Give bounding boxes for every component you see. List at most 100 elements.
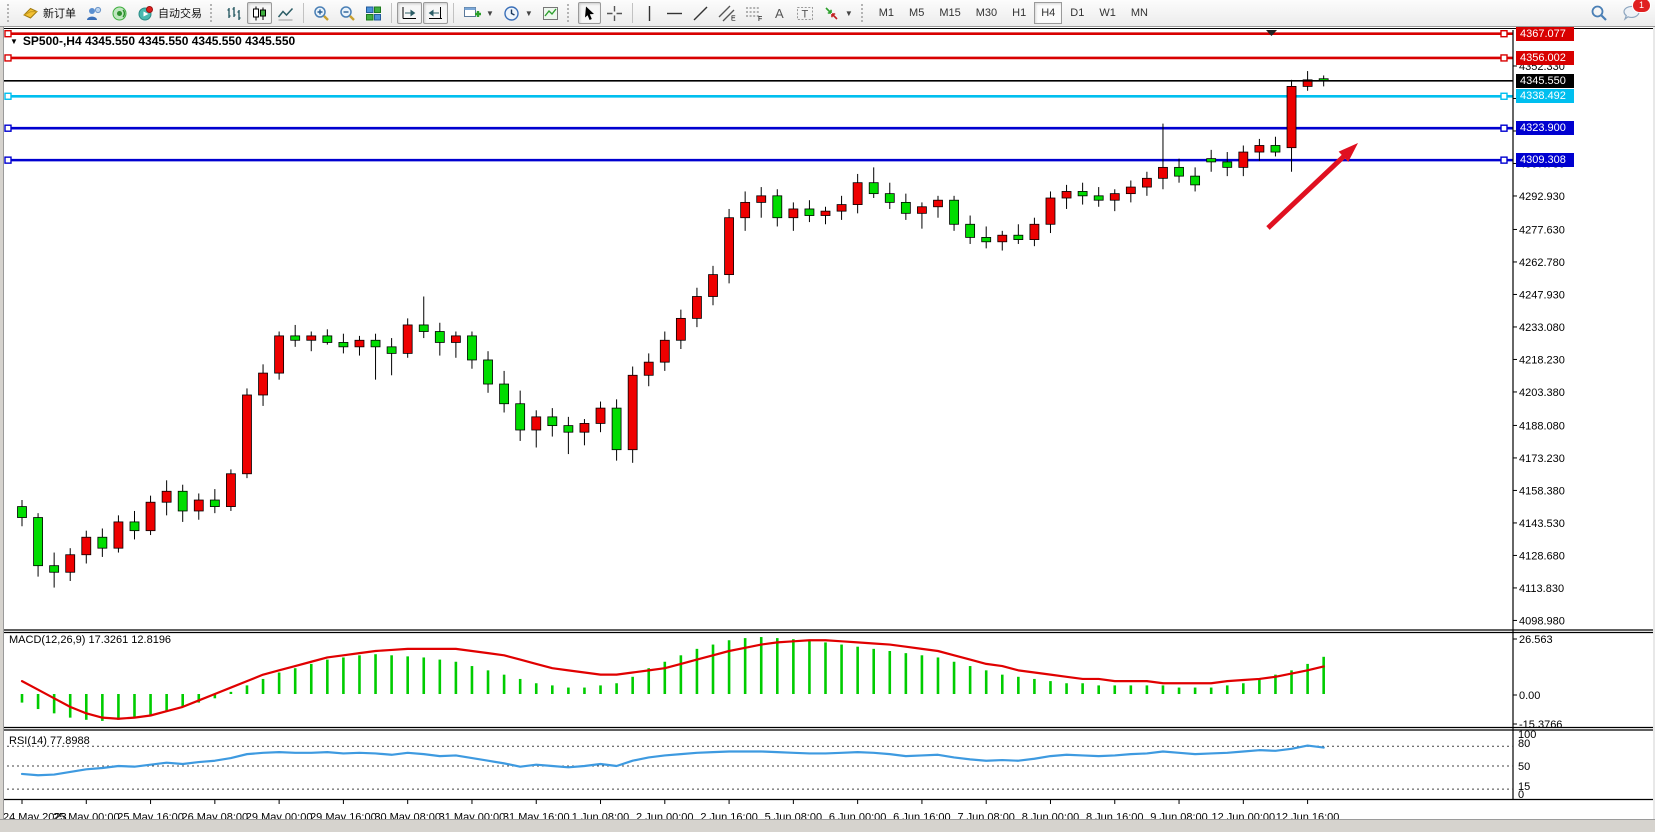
tf-button-m15[interactable]: M15 [939, 7, 961, 19]
hline-price-tag: 4309.308 [1516, 153, 1574, 168]
tile-windows-button[interactable] [361, 2, 386, 24]
signal-button[interactable] [107, 2, 132, 24]
svg-text:E: E [731, 15, 736, 22]
one-click-trading-toggle-icon[interactable]: ▼ [10, 36, 18, 46]
svg-text:80: 80 [1518, 738, 1530, 750]
tf-button-h1[interactable]: H1 [1012, 7, 1027, 19]
templates-button[interactable] [538, 2, 563, 24]
chart-canvas[interactable]: 4352.3304337.4804322.6304307.7804292.930… [0, 27, 1655, 831]
window-right-edge [1653, 27, 1655, 831]
chart-shift-marker[interactable] [1266, 30, 1277, 36]
svg-text:100: 100 [1518, 729, 1536, 741]
svg-text:4098.980: 4098.980 [1519, 615, 1565, 627]
crosshair-icon [606, 5, 623, 22]
hline-objects[interactable] [4, 30, 1513, 164]
toolbar-separator [631, 3, 633, 23]
new-order-button[interactable]: 新订单 [18, 2, 80, 24]
toolbar-grip[interactable] [210, 4, 217, 22]
tf-button-m5[interactable]: M5 [909, 7, 925, 19]
autotrading-button[interactable]: 自动交易 [133, 2, 206, 24]
vertical-line-button[interactable] [638, 2, 661, 24]
text-label-button[interactable]: T [792, 2, 818, 24]
tile-windows-icon [365, 5, 382, 22]
zoom-in-button[interactable] [309, 2, 334, 24]
bar-chart-icon [225, 5, 242, 22]
dropdown-arrow-icon: ▼ [486, 8, 494, 18]
bar-chart-button[interactable] [221, 2, 246, 24]
chart-shift-marker [1266, 30, 1277, 36]
toolbar-separator [453, 3, 454, 23]
trendline-button[interactable] [688, 2, 713, 24]
auto-scroll-button[interactable] [397, 2, 422, 24]
trend-arrow[interactable] [1266, 143, 1358, 230]
equidistant-channel-button[interactable]: E [714, 2, 740, 24]
cursor-button[interactable] [577, 2, 601, 24]
line-chart-button[interactable] [273, 2, 298, 24]
crosshair-button[interactable] [602, 2, 627, 24]
search-icon [1590, 4, 1608, 22]
toolbar-grip[interactable] [566, 4, 574, 22]
rsi-indicator-label: RSI(14) 77.8988 [9, 735, 90, 747]
tf-button-h4[interactable]: H4 [1034, 2, 1063, 24]
svg-text:4173.230: 4173.230 [1519, 453, 1565, 465]
chat-button[interactable]: 1 [1618, 0, 1651, 24]
hline-price-tag: 4367.077 [1516, 26, 1574, 41]
zoom-out-button[interactable] [335, 2, 360, 24]
hline-handle [4, 92, 12, 100]
svg-text:4113.830: 4113.830 [1519, 583, 1564, 595]
svg-text:T: T [801, 8, 808, 20]
fibonacci-button[interactable]: F [741, 2, 767, 24]
svg-text:4277.630: 4277.630 [1519, 224, 1565, 236]
hline-handle [1500, 124, 1508, 132]
search-button[interactable] [1586, 2, 1612, 24]
hline-handle [1500, 54, 1508, 62]
chart-shift-icon [427, 5, 444, 22]
chart-window: 4352.3304337.4804322.6304307.7804292.930… [0, 26, 1655, 832]
svg-text:4292.930: 4292.930 [1519, 191, 1565, 203]
text-button[interactable]: A [768, 2, 791, 24]
clock-icon [503, 5, 520, 22]
fibonacci-icon: F [745, 5, 763, 22]
hline-handle [4, 156, 12, 164]
svg-text:4128.680: 4128.680 [1519, 550, 1565, 562]
templates-icon [542, 5, 559, 22]
new-order-label: 新订单 [43, 8, 76, 20]
toolbar-grip[interactable] [7, 4, 14, 22]
market-watch-button[interactable] [81, 2, 106, 24]
chart-shift-button[interactable] [423, 2, 448, 24]
window-bottom-edge [0, 819, 1655, 832]
candlestick-chart-button[interactable] [247, 2, 272, 24]
arrows-tool-button[interactable]: ▼ [819, 2, 857, 24]
main-toolbar: 新订单 自动交易 [0, 0, 1655, 27]
chat-badge: 1 [1632, 0, 1651, 13]
svg-text:4262.780: 4262.780 [1519, 257, 1565, 269]
arrows-tool-icon [823, 5, 840, 22]
tf-button-d1[interactable]: D1 [1070, 7, 1085, 19]
macd-indicator-label: MACD(12,26,9) 17.3261 12.8196 [9, 634, 172, 646]
periods-button[interactable]: ▼ [499, 2, 537, 24]
vertical-line-icon [643, 5, 656, 22]
tf-button-mn[interactable]: MN [1130, 7, 1148, 19]
svg-text:F: F [758, 16, 762, 22]
tf-button-m1[interactable]: M1 [878, 7, 895, 19]
tf-button-w1[interactable]: W1 [1099, 7, 1116, 19]
svg-text:26.563: 26.563 [1519, 634, 1553, 646]
toolbar-grip[interactable] [860, 4, 868, 22]
cursor-icon [582, 5, 597, 21]
dropdown-arrow-icon: ▼ [524, 8, 533, 18]
tf-button-m30[interactable]: M30 [975, 7, 998, 19]
hline-price-tag: 4338.492 [1516, 89, 1574, 104]
horizontal-line-button[interactable] [662, 2, 687, 24]
autotrading-icon [137, 5, 154, 22]
new-chart-button[interactable]: ▼ [459, 2, 498, 24]
zoom-in-icon [313, 5, 330, 22]
dropdown-arrow-icon: ▼ [844, 8, 853, 18]
new-order-icon [22, 5, 39, 22]
svg-text:4158.380: 4158.380 [1519, 485, 1565, 497]
new-chart-icon [463, 5, 481, 22]
toolbar-separator [303, 3, 304, 23]
price-axis: 4352.3304337.4804322.6304307.7804292.930… [1512, 30, 1565, 800]
hline-handle [1500, 92, 1508, 100]
svg-text:4233.080: 4233.080 [1519, 322, 1565, 334]
chart-title-text: SP500-,H4 4345.550 4345.550 4345.550 434… [22, 34, 296, 48]
